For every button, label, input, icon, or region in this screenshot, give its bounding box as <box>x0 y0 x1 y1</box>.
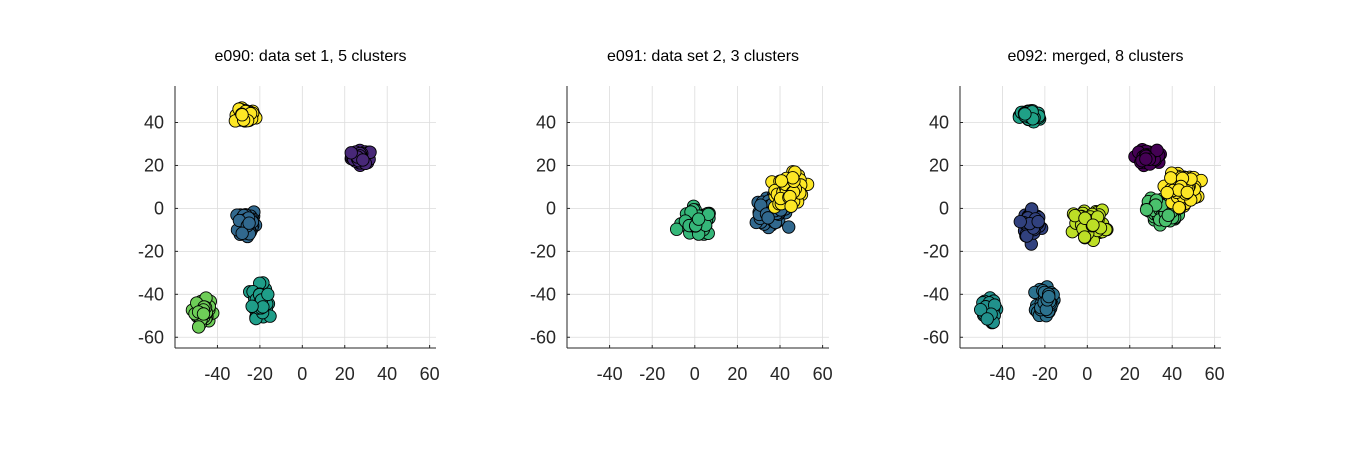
point-cluster-5 <box>980 312 994 326</box>
point-cluster-3 <box>1031 214 1045 229</box>
point-cluster-1 <box>782 220 796 234</box>
point-cluster-8 <box>1180 185 1194 200</box>
y-tick-label: 0 <box>154 198 164 218</box>
panel-3: -40 -20 0 20 40 60 40 20 0 -20 -40 -60 e092: merged,… <box>923 48 1225 384</box>
y-tick-label: -20 <box>923 241 949 261</box>
y-tick-label: 40 <box>536 113 556 133</box>
y-tick-label: -40 <box>530 284 556 304</box>
panel-1: -40 -20 0 20 40 60 40 20 0 -20 -40 -60 e090: data se… <box>138 48 440 384</box>
point-cluster-3 <box>1013 214 1027 229</box>
x-tick-label: 20 <box>1120 364 1140 384</box>
y-tick-label: 20 <box>929 155 949 175</box>
x-tick-label: 20 <box>727 364 747 384</box>
point-cluster-3 <box>784 199 798 213</box>
y-tick-label: -20 <box>530 241 556 261</box>
point-cluster-8 <box>1172 200 1186 215</box>
point-cluster-5 <box>196 307 211 321</box>
y-tick-label: -60 <box>923 327 949 347</box>
y-tick-label: 20 <box>536 155 556 175</box>
point-cluster-1 <box>344 146 358 160</box>
point-cluster-2 <box>669 222 684 236</box>
x-tick-label: -20 <box>1032 364 1058 384</box>
panel-2: -40 -20 0 20 40 60 40 20 0 -20 -40 -60 e091: data se… <box>530 48 833 384</box>
point-cluster-6 <box>1139 203 1154 217</box>
point-cluster-4 <box>245 299 259 313</box>
x-tick-label: -40 <box>597 364 623 384</box>
y-tick-label: -20 <box>138 241 164 261</box>
point-cluster-2 <box>1018 107 1032 121</box>
point-cluster-1 <box>1150 143 1164 157</box>
x-tick-label: -20 <box>247 364 273 384</box>
x-tick-label: 0 <box>690 364 700 384</box>
x-tick-label: 40 <box>1162 364 1182 384</box>
point-cluster-1 <box>761 211 775 225</box>
y-tick-label: 0 <box>546 198 556 218</box>
point-cluster-3 <box>786 171 800 185</box>
grid <box>175 86 436 348</box>
x-tick-label: -40 <box>989 364 1015 384</box>
point-cluster-3 <box>774 174 789 188</box>
x-tick-label: 0 <box>1082 364 1092 384</box>
y-tick-label: 40 <box>929 113 949 133</box>
grid <box>960 86 1221 348</box>
point-cluster-1 <box>356 153 370 167</box>
x-tick-label: 40 <box>377 364 397 384</box>
chart-title: e092: merged, 8 clusters <box>1007 48 1183 65</box>
x-tick-label: 60 <box>1205 364 1225 384</box>
point-cluster-5 <box>192 320 206 334</box>
y-tick-label: 40 <box>144 113 164 133</box>
y-tick-label: -60 <box>530 327 556 347</box>
point-cluster-1 <box>1139 152 1153 166</box>
x-tick-label: -40 <box>204 364 230 384</box>
x-tick-label: 60 <box>813 364 833 384</box>
chart-title: e091: data set 2, 3 clusters <box>607 48 799 65</box>
point-cluster-8 <box>1160 185 1174 200</box>
x-tick-label: -20 <box>639 364 665 384</box>
point-cluster-7 <box>1086 218 1100 232</box>
point-cluster-5 <box>973 303 988 317</box>
points <box>669 165 815 241</box>
point-cluster-4 <box>1042 289 1056 304</box>
points <box>185 101 377 334</box>
point-cluster-7 <box>1077 230 1092 244</box>
x-tick-label: 0 <box>297 364 307 384</box>
point-cluster-6 <box>1161 208 1175 222</box>
x-tick-label: 40 <box>770 364 790 384</box>
points <box>973 104 1208 330</box>
point-cluster-3 <box>242 216 256 230</box>
y-tick-label: -60 <box>138 327 164 347</box>
y-tick-label: -40 <box>138 284 164 304</box>
y-tick-label: 20 <box>144 155 164 175</box>
point-cluster-3 <box>235 226 249 240</box>
point-cluster-4 <box>261 287 275 302</box>
chart-title: e090: data set 1, 5 clusters <box>214 48 406 65</box>
x-tick-label: 60 <box>420 364 440 384</box>
y-tick-label: 0 <box>939 198 949 218</box>
point-cluster-2 <box>691 212 706 226</box>
point-cluster-2 <box>235 108 249 122</box>
point-cluster-8 <box>1164 171 1178 185</box>
y-tick-label: -40 <box>923 284 949 304</box>
x-tick-label: 20 <box>335 364 355 384</box>
